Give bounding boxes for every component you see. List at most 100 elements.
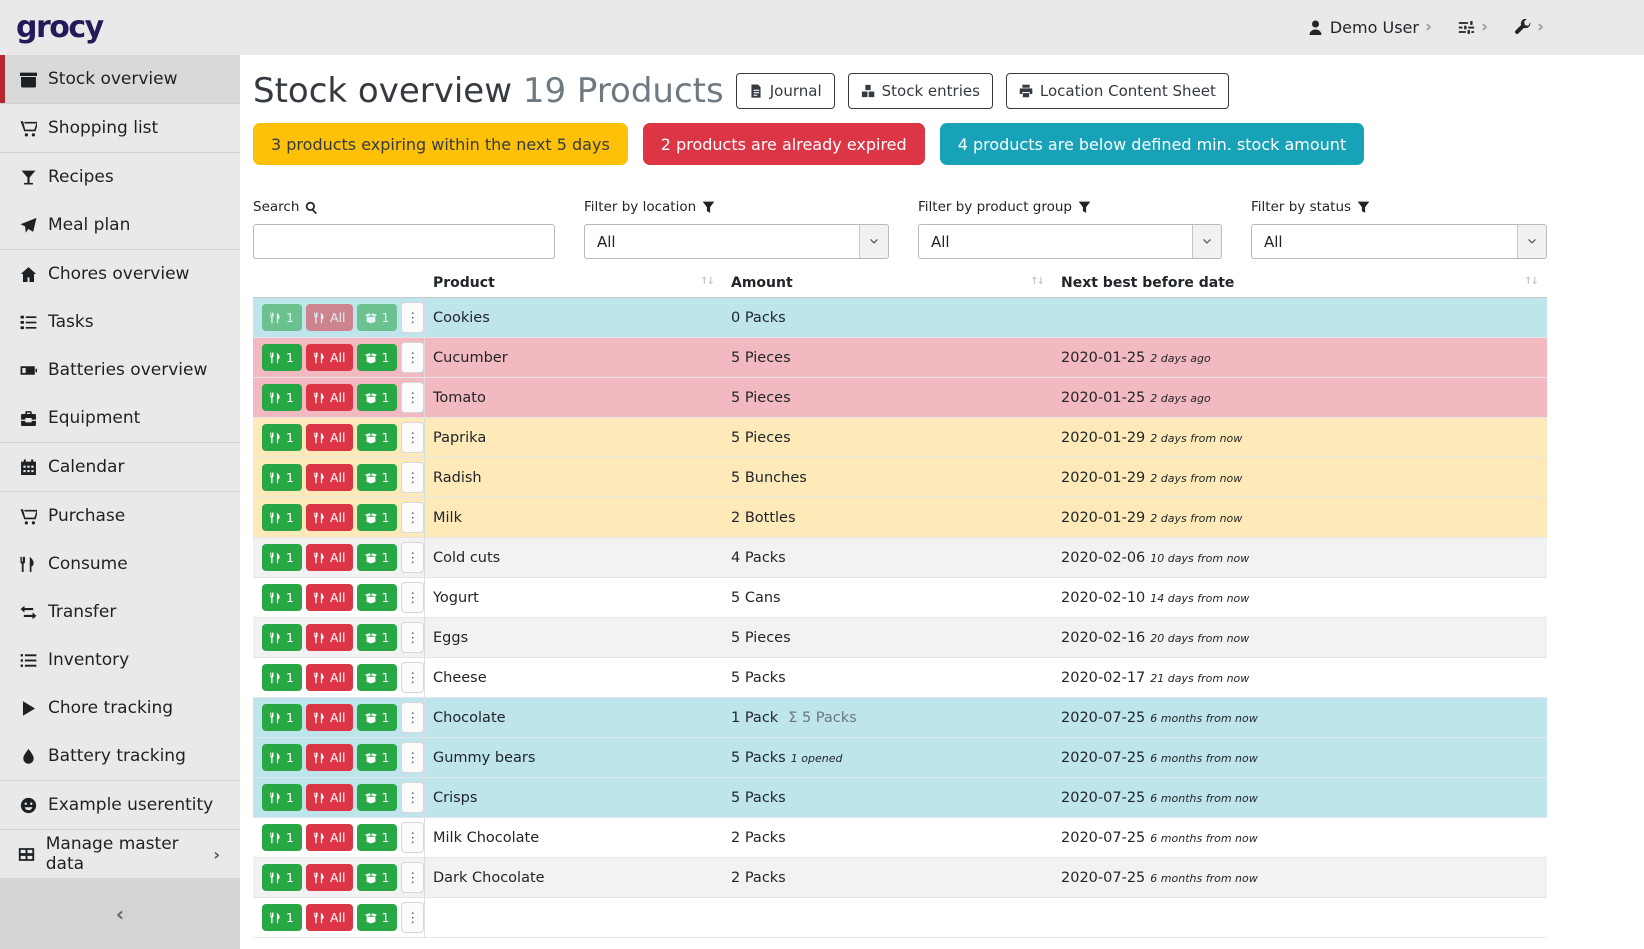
row-menu-button[interactable]: ⋮ — [401, 662, 424, 693]
column-header-amount[interactable]: Amount ↑↓ — [731, 275, 1045, 291]
consume-one-button[interactable]: 1 — [262, 424, 302, 451]
consume-all-button[interactable]: All — [305, 784, 354, 811]
row-menu-button[interactable]: ⋮ — [401, 782, 424, 813]
consume-all-button[interactable]: All — [305, 624, 354, 651]
consume-all-button[interactable]: All — [305, 344, 354, 371]
open-one-button[interactable]: 1 — [357, 464, 398, 491]
open-one-button[interactable]: 1 — [357, 584, 398, 611]
sidebar-item-calendar[interactable]: Calendar — [0, 443, 240, 491]
consume-one-button[interactable]: 1 — [262, 624, 302, 651]
status-filter-select[interactable]: All — [1251, 224, 1547, 259]
row-menu-button[interactable]: ⋮ — [401, 342, 424, 373]
open-one-button[interactable]: 1 — [357, 664, 398, 691]
consume-one-button[interactable]: 1 — [262, 904, 302, 931]
consume-all-button[interactable]: All — [305, 384, 354, 411]
status-alert[interactable]: 4 products are below defined min. stock … — [939, 123, 1365, 165]
open-one-button[interactable]: 1 — [357, 784, 398, 811]
row-menu-button[interactable]: ⋮ — [401, 742, 424, 773]
open-one-button[interactable]: 1 — [357, 824, 398, 851]
consume-all-button[interactable]: All — [305, 304, 354, 331]
consume-one-button[interactable]: 1 — [262, 344, 302, 371]
consume-one-button[interactable]: 1 — [262, 864, 302, 891]
sidebar-item-manage-master-data[interactable]: Manage master data › — [0, 830, 240, 878]
settings-menu[interactable]: › — [1458, 19, 1488, 36]
sidebar-collapse-button[interactable]: ‹ — [0, 878, 240, 949]
sidebar-item-consume[interactable]: Consume — [0, 540, 240, 588]
consume-one-button[interactable]: 1 — [262, 504, 302, 531]
sidebar-item-recipes[interactable]: Recipes — [0, 153, 240, 201]
sidebar-item-transfer[interactable]: Transfer — [0, 588, 240, 636]
consume-one-button[interactable]: 1 — [262, 544, 302, 571]
open-one-button[interactable]: 1 — [357, 904, 398, 931]
open-one-button[interactable]: 1 — [357, 864, 398, 891]
sidebar-item-stock-overview[interactable]: Stock overview — [0, 55, 240, 103]
consume-all-button[interactable]: All — [305, 864, 354, 891]
consume-all-button[interactable]: All — [305, 584, 354, 611]
open-one-button[interactable]: 1 — [357, 424, 398, 451]
consume-all-button[interactable]: All — [305, 744, 354, 771]
consume-one-button[interactable]: 1 — [262, 704, 302, 731]
sidebar-item-battery-tracking[interactable]: Battery tracking — [0, 732, 240, 780]
sort-icon[interactable]: ↑↓ — [700, 276, 715, 287]
row-menu-button[interactable]: ⋮ — [401, 302, 424, 333]
search-input[interactable] — [253, 224, 555, 259]
location-filter-select[interactable]: All — [584, 224, 889, 259]
open-one-button[interactable]: 1 — [357, 504, 398, 531]
status-alert[interactable]: 2 products are already expired — [642, 123, 925, 165]
sidebar-item-purchase[interactable]: Purchase — [0, 492, 240, 540]
consume-one-button[interactable]: 1 — [262, 384, 302, 411]
consume-all-button[interactable]: All — [305, 544, 354, 571]
consume-all-button[interactable]: All — [305, 904, 354, 931]
open-one-button[interactable]: 1 — [357, 624, 398, 651]
sidebar-item-equipment[interactable]: Equipment — [0, 394, 240, 442]
row-menu-button[interactable]: ⋮ — [401, 542, 424, 573]
status-alert[interactable]: 3 products expiring within the next 5 da… — [253, 123, 628, 165]
consume-all-button[interactable]: All — [305, 504, 354, 531]
row-menu-button[interactable]: ⋮ — [401, 582, 424, 613]
app-logo[interactable]: grocy — [16, 10, 104, 45]
row-menu-button[interactable]: ⋮ — [401, 622, 424, 653]
column-header-next-best-before-date[interactable]: Next best before date ↑↓ — [1061, 275, 1539, 291]
sidebar-item-chores-overview[interactable]: Chores overview — [0, 250, 240, 298]
sidebar-item-tasks[interactable]: Tasks — [0, 298, 240, 346]
consume-all-button[interactable]: All — [305, 464, 354, 491]
consume-one-button[interactable]: 1 — [262, 744, 302, 771]
open-one-button[interactable]: 1 — [357, 304, 398, 331]
stock-entries-button[interactable]: Stock entries — [847, 73, 993, 109]
row-menu-button[interactable]: ⋮ — [401, 902, 424, 933]
open-one-button[interactable]: 1 — [357, 544, 398, 571]
row-menu-button[interactable]: ⋮ — [401, 422, 424, 453]
row-menu-button[interactable]: ⋮ — [401, 382, 424, 413]
sidebar-item-meal-plan[interactable]: Meal plan — [0, 201, 240, 249]
open-one-button[interactable]: 1 — [357, 344, 398, 371]
column-header-product[interactable]: Product ↑↓ — [433, 275, 715, 291]
journal-button[interactable]: Journal — [735, 73, 835, 109]
sort-icon[interactable]: ↑↓ — [1030, 276, 1045, 287]
consume-one-button[interactable]: 1 — [262, 464, 302, 491]
consume-one-button[interactable]: 1 — [262, 824, 302, 851]
row-menu-button[interactable]: ⋮ — [401, 702, 424, 733]
open-one-button[interactable]: 1 — [357, 704, 398, 731]
product-group-filter-select[interactable]: All — [918, 224, 1222, 259]
row-menu-button[interactable]: ⋮ — [401, 462, 424, 493]
consume-all-button[interactable]: All — [305, 704, 354, 731]
sidebar-item-chore-tracking[interactable]: Chore tracking — [0, 684, 240, 732]
consume-all-button[interactable]: All — [305, 664, 354, 691]
sidebar-item-inventory[interactable]: Inventory — [0, 636, 240, 684]
sort-icon[interactable]: ↑↓ — [1524, 276, 1539, 287]
consume-all-button[interactable]: All — [305, 824, 354, 851]
consume-one-button[interactable]: 1 — [262, 664, 302, 691]
row-menu-button[interactable]: ⋮ — [401, 502, 424, 533]
sidebar-item-batteries-overview[interactable]: Batteries overview — [0, 346, 240, 394]
user-menu[interactable]: Demo User › — [1307, 18, 1432, 37]
sidebar-item-shopping-list[interactable]: Shopping list — [0, 104, 240, 152]
consume-one-button[interactable]: 1 — [262, 784, 302, 811]
row-menu-button[interactable]: ⋮ — [401, 822, 424, 853]
location-content-sheet-button[interactable]: Location Content Sheet — [1005, 73, 1229, 109]
open-one-button[interactable]: 1 — [357, 384, 398, 411]
row-menu-button[interactable]: ⋮ — [401, 862, 424, 893]
sidebar-item-example-userentity[interactable]: Example userentity — [0, 781, 240, 829]
open-one-button[interactable]: 1 — [357, 744, 398, 771]
consume-one-button[interactable]: 1 — [262, 584, 302, 611]
consume-one-button[interactable]: 1 — [262, 304, 302, 331]
